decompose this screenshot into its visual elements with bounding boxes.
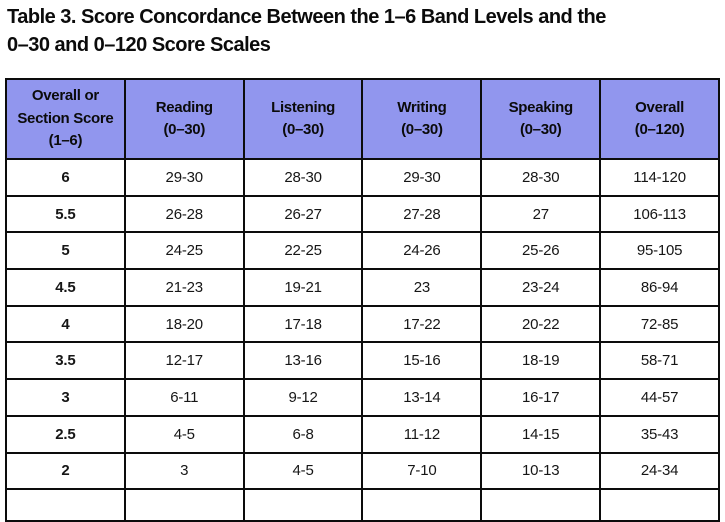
band-cell: 4.5	[5, 268, 126, 307]
cell-speaking: 20-22	[480, 304, 602, 344]
cell-overall: 35-43	[599, 414, 720, 454]
cell-reading: 6-11	[123, 378, 245, 417]
table-row: 6 29-30 28-30 29-30 28-30 114-120	[5, 158, 720, 197]
table-title-line1: Table 3. Score Concordance Between the 1…	[7, 6, 606, 28]
cell-reading: 24-25	[123, 231, 245, 271]
cell-listening: 4-5	[242, 451, 364, 491]
cell-speaking: 10-13	[480, 451, 602, 491]
cell-reading: 26-28	[123, 194, 245, 234]
cell-listening: 17-18	[242, 304, 364, 344]
truncated-cell	[599, 488, 720, 522]
cell-reading: 29-30	[123, 158, 245, 197]
header-cell-reading: Reading (0–30)	[123, 78, 245, 160]
cell-listening: 26-27	[242, 194, 364, 234]
table-row: 4.5 21-23 19-21 23 23-24 86-94	[5, 268, 720, 307]
cell-speaking: 14-15	[480, 414, 602, 454]
band-cell: 3	[5, 378, 126, 417]
cell-speaking: 18-19	[480, 341, 602, 381]
cell-overall: 114-120	[599, 158, 720, 197]
cell-speaking: 27	[480, 194, 602, 234]
header-cell-writing-line: (0–30)	[401, 121, 443, 138]
cell-listening: 9-12	[242, 378, 364, 417]
cell-overall: 106-113	[599, 194, 720, 234]
band-cell: 4	[5, 304, 126, 344]
truncated-cell	[361, 488, 483, 522]
table-title: Table 3. Score Concordance Between the 1…	[7, 4, 606, 59]
cell-writing: 11-12	[361, 414, 483, 454]
cell-listening: 28-30	[242, 158, 364, 197]
band-cell: 2.5	[5, 414, 126, 454]
header-cell-overall: Overall (0–120)	[599, 78, 720, 160]
cell-reading: 21-23	[123, 268, 245, 307]
header-cell-overall-line: (0–120)	[634, 121, 685, 138]
cell-reading: 4-5	[123, 414, 245, 454]
score-concordance-table: Overall or Section Score (1–6) Reading (0–30…	[5, 78, 720, 522]
cell-overall: 95-105	[599, 231, 720, 271]
band-cell: 2	[5, 451, 126, 491]
cell-speaking: 25-26	[480, 231, 602, 271]
truncated-cell	[480, 488, 602, 522]
cell-writing: 17-22	[361, 304, 483, 344]
header-cell-band: Overall or Section Score (1–6)	[5, 78, 126, 160]
cell-writing: 15-16	[361, 341, 483, 381]
header-cell-reading-line: Reading	[155, 98, 213, 116]
cell-writing: 13-14	[361, 378, 483, 417]
cell-listening: 19-21	[242, 268, 364, 307]
table-row-truncated	[5, 488, 720, 522]
cell-writing: 23	[361, 268, 483, 307]
table-row: 3 6-11 9-12 13-14 16-17 44-57	[5, 378, 720, 417]
table-row: 2 3 4-5 7-10 10-13 24-34	[5, 451, 720, 491]
header-cell-speaking-line: (0–30)	[519, 121, 562, 138]
truncated-cell	[5, 488, 126, 522]
table-header: Overall or Section Score (1–6) Reading (0–30…	[5, 78, 720, 160]
cell-listening: 13-16	[242, 341, 364, 381]
cell-listening: 22-25	[242, 231, 364, 271]
cell-overall: 24-34	[599, 451, 720, 491]
cell-overall: 44-57	[599, 378, 720, 417]
truncated-cell	[123, 488, 245, 522]
band-cell: 5	[5, 231, 126, 271]
header-cell-band-line: Section Score	[17, 109, 114, 127]
cell-listening: 6-8	[242, 414, 364, 454]
table-row: 2.5 4-5 6-8 11-12 14-15 35-43	[5, 414, 720, 454]
header-cell-band-line: Overall or	[31, 87, 99, 105]
table-title-line2: 0–30 and 0–120 Score Scales	[7, 33, 271, 56]
cell-speaking: 28-30	[480, 158, 602, 197]
header-cell-listening-line: Listening	[271, 98, 336, 116]
header-cell-band-line: (1–6)	[48, 132, 83, 150]
cell-reading: 12-17	[123, 341, 245, 381]
cell-overall: 72-85	[599, 304, 720, 344]
header-cell-listening-line: (0–30)	[282, 121, 324, 138]
cell-overall: 86-94	[599, 268, 720, 307]
band-cell: 3.5	[5, 341, 126, 381]
cell-writing: 24-26	[361, 231, 483, 271]
cell-reading: 18-20	[123, 304, 245, 344]
header-cell-listening: Listening (0–30)	[242, 78, 364, 160]
header-cell-overall-line: Overall	[635, 98, 684, 116]
table-row: 4 18-20 17-18 17-22 20-22 72-85	[5, 304, 720, 344]
header-cell-writing-line: Writing	[397, 98, 447, 116]
cell-writing: 7-10	[361, 451, 483, 491]
table-row: 5.5 26-28 26-27 27-28 27 106-113	[5, 194, 720, 234]
cell-writing: 29-30	[361, 158, 483, 197]
table-row: 5 24-25 22-25 24-26 25-26 95-105	[5, 231, 720, 271]
header-cell-speaking-line: Speaking	[508, 98, 574, 116]
header-row: Overall or Section Score (1–6) Reading (0–30…	[5, 78, 720, 160]
table-body: 6 29-30 28-30 29-30 28-30 114-120 5.5 26-28 26-2…	[5, 158, 720, 522]
cell-overall: 58-71	[599, 341, 720, 381]
truncated-cell	[242, 488, 364, 522]
cell-reading: 3	[123, 451, 245, 491]
header-cell-reading-line: (0–30)	[163, 121, 206, 138]
cell-speaking: 23-24	[480, 268, 602, 307]
band-cell: 6	[5, 158, 126, 197]
header-cell-speaking: Speaking (0–30)	[480, 78, 602, 160]
header-cell-writing: Writing (0–30)	[361, 78, 483, 160]
band-cell: 5.5	[5, 194, 126, 234]
table-row: 3.5 12-17 13-16 15-16 18-19 58-71	[5, 341, 720, 381]
cell-writing: 27-28	[361, 194, 483, 234]
cell-speaking: 16-17	[480, 378, 602, 417]
